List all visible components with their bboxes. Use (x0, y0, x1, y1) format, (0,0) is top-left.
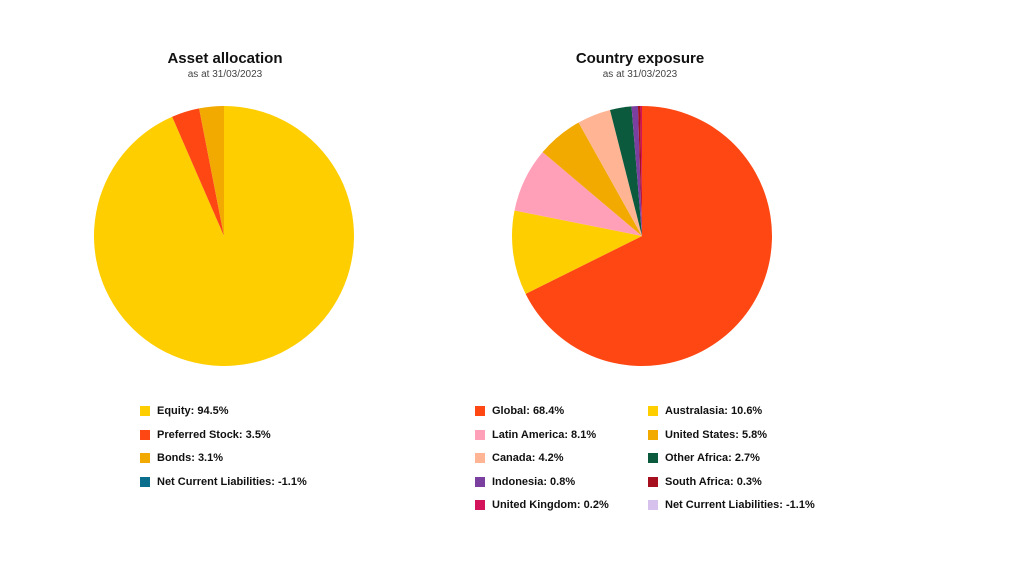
legend-label: South Africa: 0.3% (665, 475, 762, 488)
legend-label: Canada: 4.2% (492, 452, 564, 464)
pie-slice-united-kingdom (640, 106, 642, 236)
legend-label: Net Current Liabilities: -1.1% (157, 475, 307, 488)
legend-label: Indonesia: 0.8% (492, 475, 576, 488)
asset-allocation-pie (93, 106, 354, 367)
legend-swatch (475, 476, 485, 487)
legend-swatch (648, 500, 658, 510)
legend-swatch (475, 406, 485, 416)
legend-swatch (140, 453, 150, 463)
pie-slice-global (525, 106, 773, 366)
legend-swatch (140, 406, 150, 416)
chart-subtitle: as at 31/03/2023 (187, 69, 263, 80)
pie-slice-united-states (542, 122, 642, 236)
pie-slice-canada (578, 110, 642, 236)
chart-title: Country exposure (575, 50, 705, 67)
pie-slice-equity (93, 106, 354, 367)
pie-slice-indonesia (631, 106, 642, 236)
legend-label: United Kingdom: 0.2% (492, 499, 609, 511)
pie-slice-latin-america (514, 152, 642, 236)
legend-swatch (475, 453, 485, 463)
legend-label: Equity: 94.5% (157, 405, 229, 417)
legend-swatch (140, 429, 150, 440)
legend-swatch (475, 500, 485, 510)
country-exposure-pie (511, 106, 773, 366)
legend-swatch (475, 429, 485, 440)
legend-swatch (140, 476, 150, 487)
chart-subtitle: as at 31/03/2023 (602, 69, 678, 80)
legend-swatch (648, 429, 658, 440)
legend-swatch (648, 476, 658, 487)
legend-label: Bonds: 3.1% (157, 452, 224, 464)
chart-title: Asset allocation (167, 50, 283, 67)
pie-slice-australasia (511, 210, 642, 294)
legend-swatch (648, 453, 658, 463)
pie-slice-south-africa (637, 106, 642, 236)
pie-slice-preferred-stock (172, 108, 224, 236)
pie-slice-bonds (199, 106, 224, 236)
legend-swatch (648, 406, 658, 416)
legend-label: Latin America: 8.1% (492, 428, 597, 441)
legend-label: Australasia: 10.6% (665, 405, 763, 417)
pie-slice-other-africa (610, 106, 642, 236)
legend-label: Global: 68.4% (492, 405, 565, 417)
legend-label: Other Africa: 2.7% (665, 452, 760, 464)
legend-label: United States: 5.8% (665, 428, 768, 441)
legend-label: Net Current Liabilities: -1.1% (665, 499, 815, 511)
legend-label: Preferred Stock: 3.5% (157, 428, 271, 441)
